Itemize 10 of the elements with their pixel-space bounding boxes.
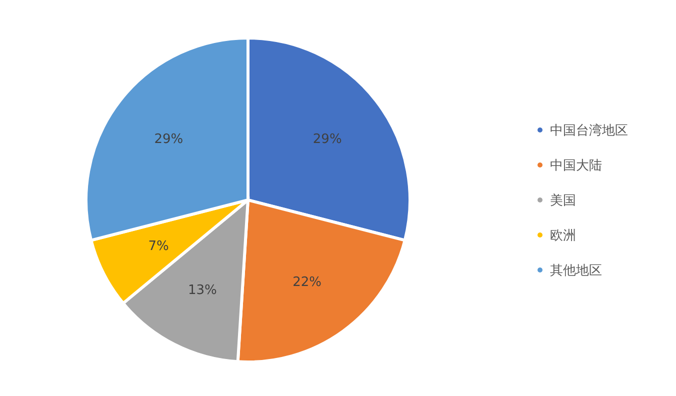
legend-label: 中国大陆 — [550, 158, 602, 174]
legend-label: 美国 — [550, 192, 576, 209]
data-label: 22% — [292, 274, 322, 290]
legend-label: 中国台湾地区 — [550, 122, 628, 139]
data-label: 29% — [154, 132, 184, 147]
legend-label: 其他地区 — [550, 264, 602, 279]
legend-label: 欧洲 — [550, 228, 576, 244]
data-label: 13% — [188, 283, 217, 298]
data-label: 29% — [312, 132, 342, 147]
data-label: 7% — [148, 239, 169, 254]
